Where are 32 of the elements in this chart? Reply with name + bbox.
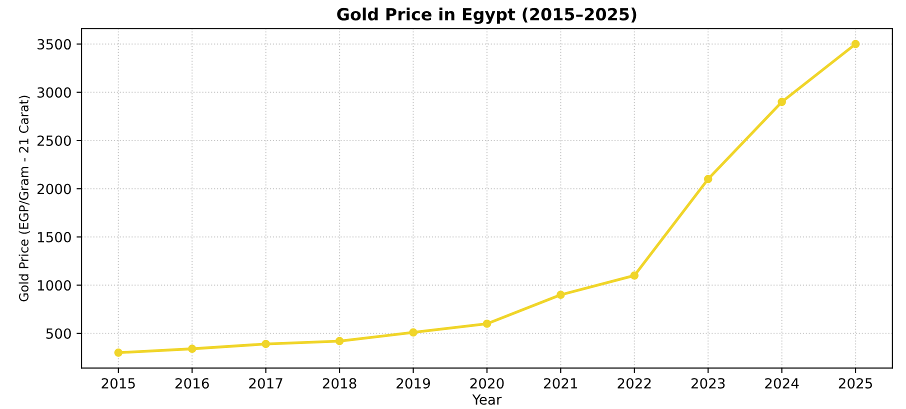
point <box>262 340 270 348</box>
x-tick-label: 2018 <box>322 378 356 389</box>
y-axis-title: Gold Price (EGP/Gram - 21 Carat) <box>18 96 30 302</box>
point <box>556 290 565 299</box>
point <box>335 336 344 346</box>
x-axis-title: Year <box>472 394 502 405</box>
x-tick-label: 2025 <box>838 378 872 389</box>
y-tick-label: 1500 <box>38 232 71 242</box>
x-tick-label: 2024 <box>765 378 799 389</box>
x-tick-label: 2016 <box>175 378 209 389</box>
x-tick-label: 2023 <box>691 378 725 389</box>
y-tick-label: 3500 <box>38 39 71 50</box>
x-tick-label: 2019 <box>396 378 430 389</box>
point <box>630 271 639 280</box>
x-tick-label: 2015 <box>102 378 135 389</box>
point <box>851 40 860 48</box>
y-tick-label: 3000 <box>38 87 71 98</box>
point <box>409 328 418 337</box>
y-tick-label: 1000 <box>38 280 71 291</box>
point <box>482 320 492 328</box>
y-tick-label: 500 <box>46 328 71 339</box>
point <box>114 348 123 357</box>
x-tick-label: 2021 <box>544 378 578 389</box>
point <box>188 344 196 353</box>
y-tick-label: 2000 <box>37 184 71 194</box>
point <box>704 174 712 184</box>
x-tick-label: 2020 <box>470 378 504 389</box>
x-tick-label: 2017 <box>249 378 282 389</box>
y-tick-label: 2500 <box>37 135 71 146</box>
x-tick-label: 2022 <box>618 378 651 389</box>
point <box>778 98 786 106</box>
chart-title: Gold Price in Egypt (2015–2025) <box>337 8 636 24</box>
